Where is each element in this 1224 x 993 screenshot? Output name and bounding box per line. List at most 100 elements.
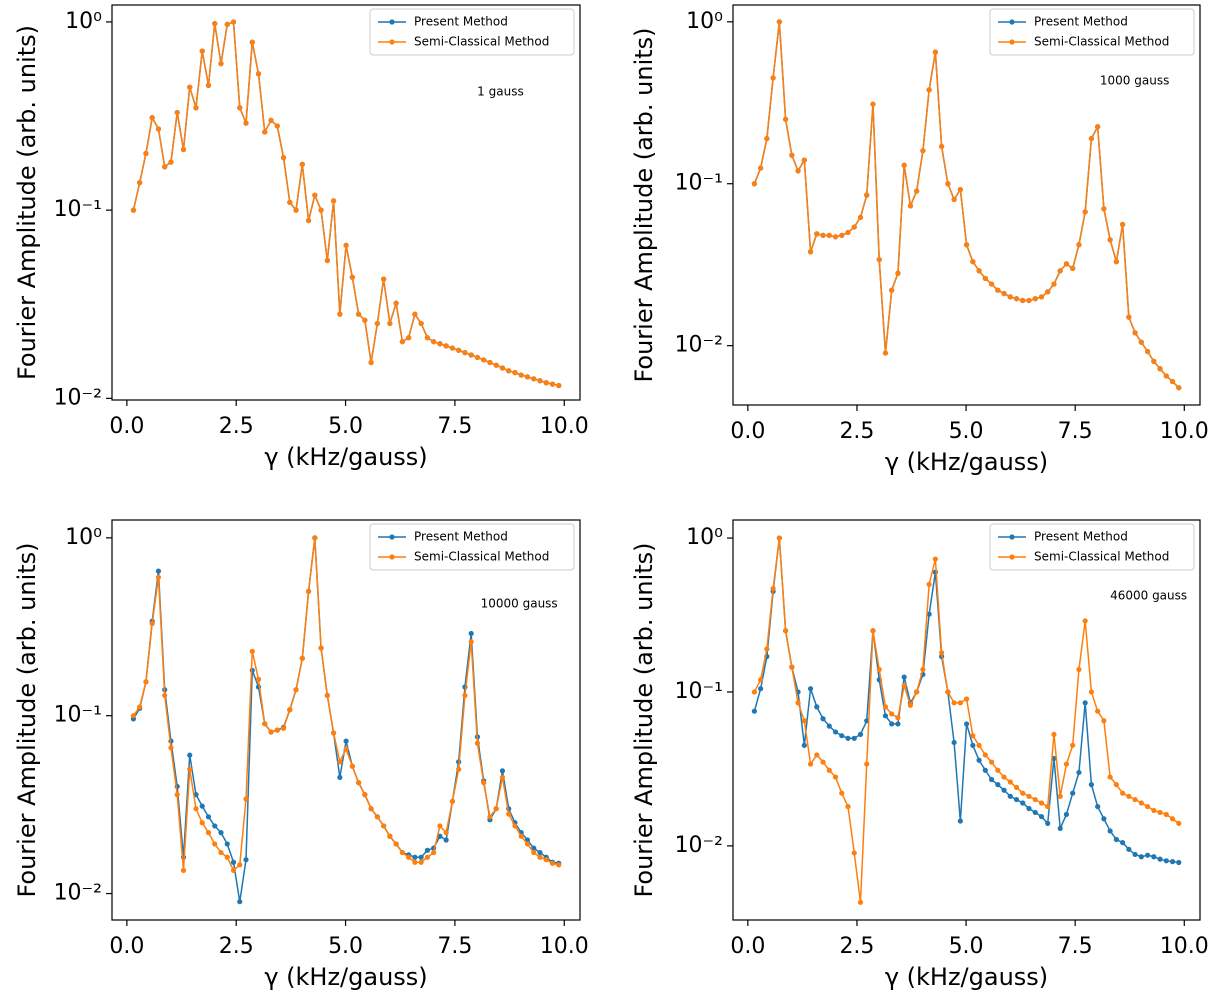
data-point (424, 847, 430, 853)
data-point (531, 849, 537, 856)
subplot: 0.0 2.5 5.0 7.5 10.0 10⁻² 10⁻¹ 10⁰ γ (kHz/gauss)… (630, 4, 1209, 476)
data-point (1070, 265, 1076, 271)
data-point (1082, 700, 1088, 706)
data-point (180, 146, 187, 153)
data-point (318, 207, 324, 213)
data-point (249, 648, 255, 654)
data-point (305, 217, 312, 224)
data-point (889, 721, 895, 727)
data-point (381, 823, 387, 829)
data-point (412, 854, 418, 860)
data-point (851, 850, 857, 856)
data-point (518, 833, 524, 839)
data-point (462, 692, 468, 699)
data-point (1063, 811, 1070, 818)
data-point (832, 234, 839, 240)
x-tick-label: 2.5 (219, 414, 254, 439)
data-point (230, 867, 237, 873)
data-point (374, 814, 380, 820)
data-point (162, 164, 168, 170)
data-point (374, 320, 380, 327)
data-point (243, 120, 249, 126)
data-point (882, 713, 889, 719)
data-point (789, 664, 795, 670)
data-point (857, 731, 864, 738)
data-point (337, 774, 343, 780)
data-point (456, 766, 462, 772)
y-tick-label: 10⁰ (65, 9, 102, 34)
data-point (180, 867, 187, 873)
data-point (218, 830, 224, 836)
data-point (1063, 761, 1070, 767)
data-point (324, 257, 330, 264)
data-point (187, 84, 193, 90)
data-point (845, 229, 851, 236)
y-tick-label: 10⁻² (54, 881, 102, 906)
legend-marker (389, 554, 395, 560)
data-point (449, 798, 456, 804)
x-tick-label: 2.5 (219, 934, 254, 959)
data-point (1113, 259, 1119, 265)
y-tick-label: 10⁰ (686, 525, 723, 550)
plot-area (751, 535, 1182, 905)
data-point (795, 700, 801, 706)
data-point (130, 207, 137, 213)
data-point (1007, 294, 1013, 300)
data-point (832, 729, 839, 735)
data-point (758, 165, 764, 171)
legend-marker (1009, 534, 1015, 540)
data-point (1082, 209, 1088, 215)
data-point (543, 380, 549, 386)
y-tick-label: 10⁻² (54, 385, 102, 410)
y-tick-label: 10⁻¹ (675, 679, 723, 704)
data-point (193, 105, 199, 111)
y-axis-label: Fourier Amplitude (arb. units) (630, 27, 658, 382)
data-point (1176, 859, 1182, 866)
data-point (524, 841, 531, 847)
data-point (1126, 846, 1132, 852)
data-point (982, 767, 988, 773)
data-point (1163, 373, 1169, 379)
data-point (751, 708, 757, 714)
data-point (456, 347, 462, 353)
data-point (1007, 779, 1013, 785)
data-point (963, 696, 970, 702)
legend-box (369, 523, 575, 571)
data-point (1095, 803, 1101, 810)
data-point (368, 806, 374, 812)
data-point (889, 711, 895, 717)
data-point (870, 101, 876, 107)
data-point (299, 161, 305, 167)
data-point (1088, 782, 1095, 788)
data-point (945, 689, 951, 695)
data-point (1051, 281, 1057, 287)
data-point (926, 581, 932, 587)
data-point (237, 862, 243, 868)
data-point (343, 738, 349, 744)
data-point (187, 766, 193, 772)
data-point (224, 854, 230, 860)
data-point (814, 231, 820, 237)
data-point (845, 803, 851, 810)
data-point (976, 757, 982, 763)
data-point (399, 849, 405, 856)
data-point (274, 727, 280, 733)
data-point (381, 276, 387, 282)
data-point (343, 746, 349, 752)
x-tick-label: 10.0 (1160, 934, 1209, 959)
x-axis-label: γ (kHz/gauss) (885, 963, 1048, 991)
data-point (437, 823, 443, 829)
data-point (1007, 793, 1013, 799)
data-point (982, 275, 988, 282)
data-point (1144, 348, 1151, 355)
data-point (412, 859, 418, 865)
data-point (474, 740, 481, 746)
data-point (237, 105, 243, 111)
data-point (995, 767, 1001, 773)
data-point (1082, 618, 1088, 624)
legend-label: Present Method (1034, 15, 1128, 29)
data-point (1076, 242, 1082, 248)
data-point (957, 818, 963, 824)
data-point (137, 704, 143, 710)
data-point (1057, 825, 1063, 831)
